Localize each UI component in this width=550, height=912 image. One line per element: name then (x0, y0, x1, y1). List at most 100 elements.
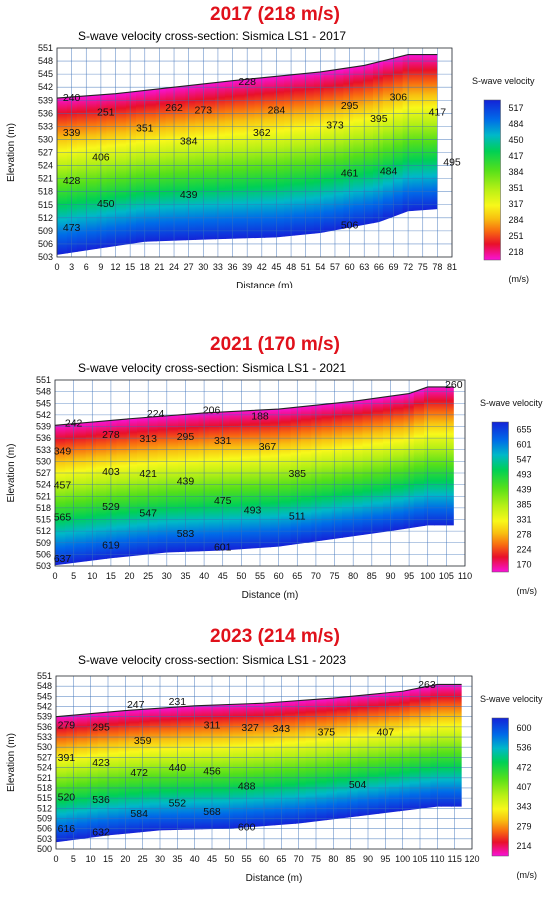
x-tick-label: 63 (359, 262, 369, 272)
velocity-value-label: 242 (65, 418, 83, 430)
legend-value-label: 417 (509, 151, 524, 161)
y-tick-label: 542 (38, 82, 53, 92)
y-tick-label: 545 (36, 398, 51, 408)
x-tick-label: 69 (388, 262, 398, 272)
x-tick-label: 18 (140, 262, 150, 272)
x-tick-label: 90 (385, 571, 395, 581)
x-tick-label: 55 (242, 854, 252, 864)
y-tick-label: 530 (37, 742, 52, 752)
velocity-value-label: 450 (97, 198, 115, 210)
ground-surface (55, 683, 462, 718)
x-tick-label: 5 (71, 854, 76, 864)
y-tick-label: 536 (36, 433, 51, 443)
y-tick-label: 509 (37, 813, 52, 823)
x-tick-label: 0 (54, 262, 59, 272)
x-tick-label: 30 (155, 854, 165, 864)
velocity-value-label: 351 (136, 123, 154, 135)
y-tick-label: 536 (38, 108, 53, 118)
y-axis-label: Elevation (m) (6, 123, 17, 182)
ground-surface (56, 53, 438, 99)
legend-value-label: 517 (509, 103, 524, 113)
x-tick-label: 35 (172, 854, 182, 864)
x-tick-label: 40 (199, 571, 209, 581)
x-tick-label: 25 (143, 571, 153, 581)
y-tick-label: 515 (36, 515, 51, 525)
x-tick-label: 81 (447, 262, 457, 272)
y-tick-label: 518 (36, 503, 51, 513)
legend-value-label: 317 (509, 199, 524, 209)
x-tick-label: 100 (420, 571, 435, 581)
y-tick-label: 533 (37, 732, 52, 742)
x-axis-label: Distance (m) (236, 281, 293, 288)
velocity-value-label: 495 (443, 157, 461, 169)
y-tick-label: 512 (36, 526, 51, 536)
velocity-value-label: 600 (238, 821, 256, 833)
x-tick-label: 42 (257, 262, 267, 272)
velocity-value-label: 373 (326, 120, 344, 132)
y-tick-label: 521 (36, 491, 51, 501)
velocity-value-label: 251 (97, 106, 115, 118)
legend-value-label: 601 (517, 440, 532, 450)
y-tick-label: 539 (37, 712, 52, 722)
x-tick-label: 30 (162, 571, 172, 581)
velocity-value-label: 456 (203, 765, 221, 777)
y-tick-label: 542 (37, 702, 52, 712)
velocity-value-label: 552 (169, 798, 187, 810)
velocity-value-label: 240 (63, 92, 81, 104)
velocity-value-label: 406 (92, 151, 110, 163)
legend-unit: (m/s) (509, 274, 530, 284)
velocity-value-label: 421 (139, 468, 157, 480)
x-tick-label: 90 (363, 854, 373, 864)
x-tick-label: 115 (447, 854, 461, 864)
y-tick-label: 524 (38, 161, 53, 171)
legend-title: S-wave velocity (480, 398, 543, 408)
legend-value-label: 493 (517, 470, 532, 480)
x-tick-label: 72 (403, 262, 413, 272)
velocity-value-label: 439 (180, 189, 198, 201)
cross-section-chart-2: S-wave velocity cross-section: Sismica L… (6, 654, 543, 884)
legend-unit: (m/s) (517, 870, 538, 880)
y-tick-label: 500 (37, 844, 52, 854)
legend-value-label: 655 (517, 425, 532, 435)
velocity-value-label: 461 (341, 167, 359, 179)
x-tick-label: 27 (184, 262, 194, 272)
velocity-value-label: 306 (390, 91, 408, 103)
x-tick-label: 78 (432, 262, 442, 272)
velocity-value-label: 295 (341, 100, 359, 112)
legend-colorbar (483, 99, 501, 261)
legend-title: S-wave velocity (480, 694, 543, 704)
legend-colorbar (491, 421, 509, 573)
chart-title: S-wave velocity cross-section: Sismica L… (78, 30, 346, 43)
velocity-value-label: 529 (102, 501, 120, 513)
x-tick-label: 20 (125, 571, 135, 581)
legend-value-label: 385 (517, 500, 532, 510)
velocity-value-label: 263 (418, 679, 436, 691)
velocity-value-label: 565 (54, 512, 72, 524)
y-tick-label: 524 (37, 763, 52, 773)
x-tick-label: 24 (169, 262, 179, 272)
y-tick-label: 512 (37, 803, 52, 813)
y-tick-label: 542 (36, 410, 51, 420)
x-tick-label: 15 (103, 854, 113, 864)
x-tick-label: 70 (294, 854, 304, 864)
y-tick-label: 551 (36, 375, 51, 385)
velocity-value-label: 457 (54, 480, 72, 492)
ground-surface (54, 386, 454, 426)
chart-title: S-wave velocity cross-section: Sismica L… (78, 654, 346, 667)
x-tick-label: 9 (98, 262, 103, 272)
x-tick-label: 15 (125, 262, 135, 272)
velocity-value-label: 367 (259, 441, 277, 453)
velocity-value-label: 228 (238, 76, 256, 88)
x-tick-label: 80 (348, 571, 358, 581)
x-tick-label: 25 (138, 854, 148, 864)
velocity-value-label: 395 (370, 113, 388, 125)
x-tick-label: 45 (207, 854, 217, 864)
legend-value-label: 351 (509, 183, 524, 193)
x-tick-label: 45 (218, 571, 228, 581)
x-tick-label: 12 (111, 262, 121, 272)
x-tick-label: 75 (311, 854, 321, 864)
velocity-value-label: 423 (92, 757, 110, 769)
legend-value-label: 472 (517, 762, 532, 772)
legend-value-label: 218 (509, 247, 524, 257)
legend-value-label: 547 (517, 455, 532, 465)
